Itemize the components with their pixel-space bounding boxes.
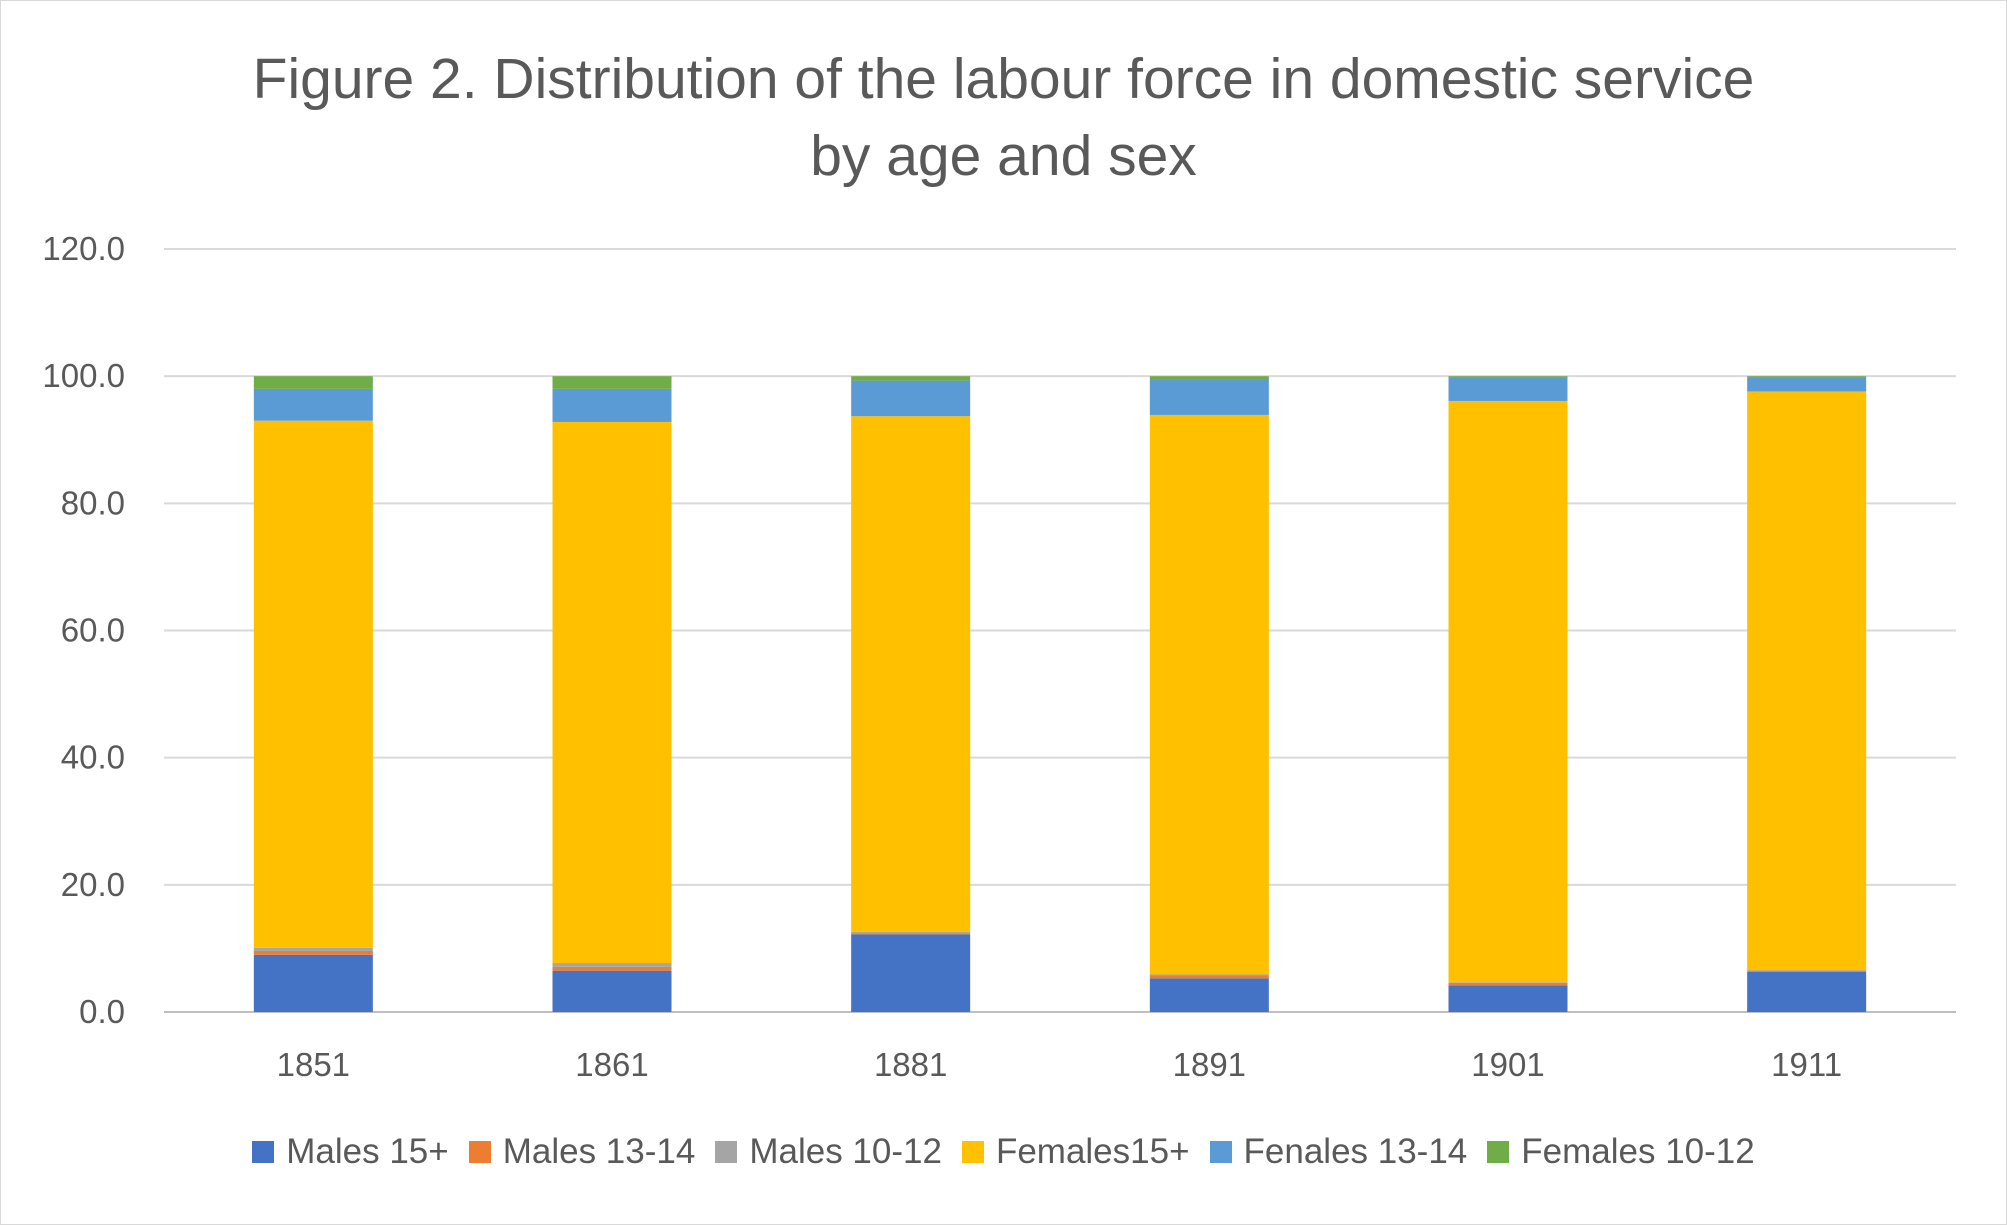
legend-item: Males 13-14 <box>468 1132 696 1172</box>
y-tick-label: 60.0 <box>61 612 125 649</box>
bar-segment <box>253 954 373 1012</box>
legend-label: Females15+ <box>995 1132 1190 1171</box>
bar-segment <box>552 963 672 967</box>
bar-segment <box>1747 970 1867 972</box>
bar-segment <box>552 388 672 422</box>
x-tick-label: 1881 <box>874 1046 947 1083</box>
bar-segment <box>1747 377 1867 392</box>
y-tick-label: 40.0 <box>61 739 125 776</box>
bar-segment <box>1448 982 1568 986</box>
bar-segment <box>1149 975 1269 979</box>
x-tick-label: 1911 <box>1771 1046 1842 1083</box>
chart-title-line-1: Figure 2. Distribution of the labour for… <box>252 47 1755 111</box>
bar-segment <box>253 420 373 948</box>
gridlines <box>164 248 1956 1013</box>
legend-swatch <box>252 1141 275 1163</box>
y-tick-label: 80.0 <box>61 484 125 521</box>
bar-segment <box>1747 970 1867 971</box>
bar-segment <box>1448 400 1568 983</box>
bar-segment <box>1149 978 1269 1012</box>
y-tick-label: 0.0 <box>79 993 125 1030</box>
legend-swatch <box>961 1141 984 1163</box>
y-axis-tick-labels: 0.0 20.0 40.0 60.0 80.0 100.0 120.0 <box>42 230 125 1030</box>
bar-segment <box>1448 377 1568 401</box>
bar-segment <box>1149 379 1269 415</box>
legend-label: Females 10-12 <box>1521 1132 1755 1171</box>
y-tick-label: 100.0 <box>42 357 125 394</box>
bar-segment <box>552 970 672 1012</box>
legend-item: Males 10-12 <box>715 1132 942 1172</box>
x-tick-label: 1861 <box>575 1046 648 1083</box>
x-tick-label: 1891 <box>1173 1046 1246 1083</box>
legend-swatch <box>1487 1141 1510 1163</box>
bar-segment <box>851 380 971 417</box>
bar-segment <box>851 933 971 935</box>
bar-segment <box>253 947 373 951</box>
x-tick-label: 1901 <box>1471 1046 1544 1083</box>
bar-segment <box>851 376 971 381</box>
bar-segment <box>253 388 373 421</box>
bar-segment <box>1149 414 1269 975</box>
legend-item: Males 15+ <box>252 1132 449 1172</box>
legend-swatch <box>1209 1141 1232 1163</box>
x-tick-label: 1851 <box>277 1046 350 1083</box>
bar-segment <box>552 376 672 389</box>
bar-segment <box>1747 376 1867 378</box>
bar-segment <box>253 376 373 389</box>
bar-segment <box>1149 376 1269 380</box>
bar-segment <box>1448 982 1568 983</box>
bar-segment <box>851 416 971 932</box>
legend-swatch <box>715 1141 738 1163</box>
bar-segment <box>851 934 971 1012</box>
bar-segment <box>1747 391 1867 971</box>
legend-item: Females15+ <box>961 1132 1190 1172</box>
chart-title-line-2: by age and sex <box>810 124 1197 188</box>
bar-segment <box>552 966 672 971</box>
legend-label: Males 10-12 <box>749 1132 942 1171</box>
chart-legend: Males 15+ Males 13-14 Males 10-12 Females15… <box>1 1132 2006 1172</box>
x-axis-tick-labels: 1851 1861 1881 1891 1901 1911 <box>277 1046 1843 1083</box>
y-tick-label: 120.0 <box>42 230 125 267</box>
bars <box>253 376 1867 1012</box>
bar-segment <box>851 931 971 934</box>
legend-item: Females 10-12 <box>1487 1132 1755 1172</box>
legend-swatch <box>468 1141 491 1163</box>
bar-segment <box>1149 974 1269 976</box>
bar-segment <box>1448 985 1568 1012</box>
bar-segment <box>253 950 373 955</box>
bar-segment <box>1747 971 1867 1012</box>
bar-segment <box>1448 376 1568 378</box>
legend-label: Fenales 13-14 <box>1243 1132 1468 1171</box>
legend-item: Fenales 13-14 <box>1209 1132 1468 1172</box>
legend-label: Males 15+ <box>286 1132 449 1171</box>
bar-segment <box>552 421 672 964</box>
chart-title: Figure 2. Distribution of the labour for… <box>1 41 2006 195</box>
legend-label: Males 13-14 <box>502 1132 696 1171</box>
y-tick-label: 20.0 <box>61 866 125 903</box>
